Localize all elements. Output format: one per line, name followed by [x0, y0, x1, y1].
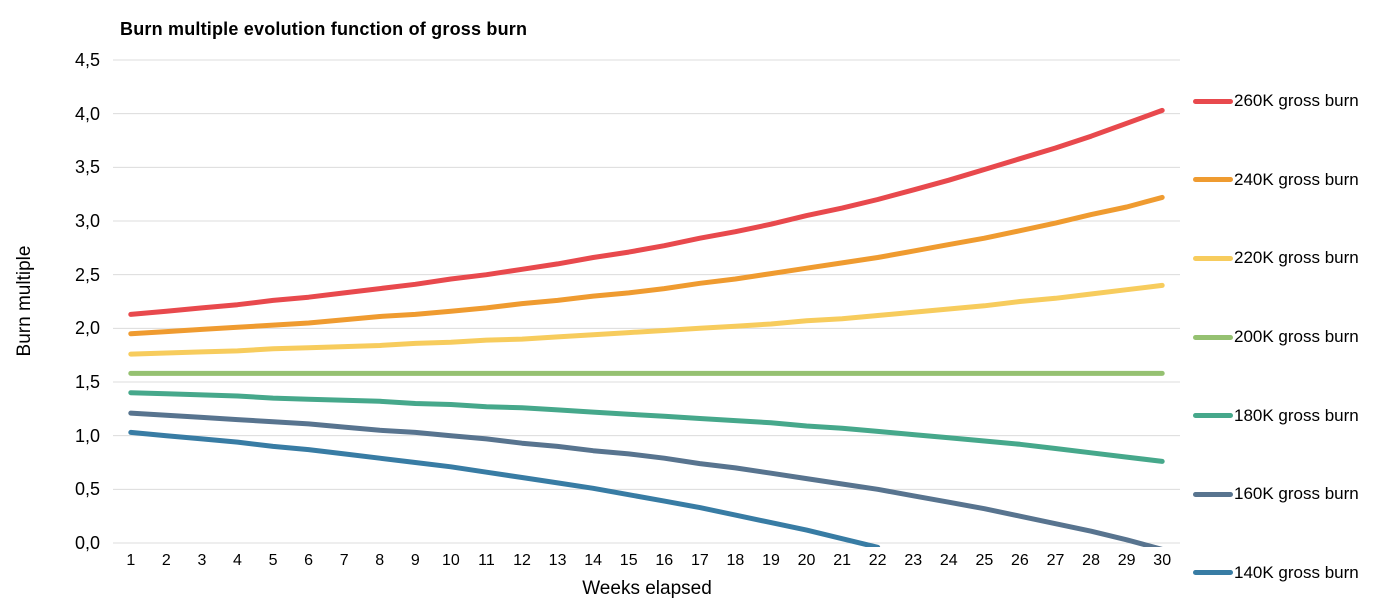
legend-label: 160K gross burn [1234, 484, 1359, 504]
series-line-240k [128, 194, 1165, 337]
y-tick-label: 0,5 [74, 479, 100, 500]
x-tick-label: 18 [726, 552, 745, 569]
y-tick-label: 0,0 [74, 533, 100, 553]
y-tick-label: 3,0 [74, 211, 100, 231]
x-tick-label: 26 [1011, 552, 1029, 569]
x-tick-label: 5 [268, 552, 278, 569]
legend-swatch [1193, 413, 1233, 419]
x-tick-label: 7 [339, 552, 349, 569]
x-tick-label: 29 [1117, 552, 1136, 569]
x-tick-label: 20 [797, 552, 816, 569]
x-tick-label: 30 [1153, 552, 1172, 569]
y-tick-label: 4,5 [74, 50, 100, 70]
x-tick-label: 15 [619, 552, 638, 569]
x-axis-title: Weeks elapsed [582, 578, 712, 599]
x-tick-label: 8 [375, 552, 385, 569]
x-tick-label: 14 [584, 552, 603, 569]
x-tick-label: 6 [304, 552, 314, 569]
x-tick-label: 11 [478, 552, 495, 569]
x-tick-label: 1 [126, 552, 136, 569]
y-tick-label: 2,0 [74, 318, 100, 339]
legend-item: 200K gross burn [1193, 298, 1388, 377]
legend-item: 220K gross burn [1193, 219, 1388, 298]
x-tick-label: 21 [833, 552, 851, 569]
series-line-220k [128, 282, 1165, 357]
legend-item: 140K gross burn [1193, 533, 1388, 612]
x-tick-label: 2 [161, 552, 171, 569]
legend-item: 240K gross burn [1193, 141, 1388, 220]
legend-swatch [1193, 255, 1233, 261]
legend: 260K gross burn 240K gross burn 220K gross… [1193, 62, 1388, 612]
x-tick-label: 22 [868, 552, 887, 569]
y-tick-label: 2,5 [74, 264, 100, 285]
legend-swatch [1193, 177, 1233, 183]
legend-label: 200K gross burn [1234, 327, 1359, 347]
x-tick-label: 16 [655, 552, 674, 569]
y-tick-label: 1,5 [74, 372, 100, 392]
legend-label: 240K gross burn [1234, 169, 1359, 189]
y-axis-title: Burn multiple [14, 245, 35, 357]
legend-swatch [1193, 98, 1233, 104]
series-line-180k [128, 390, 1165, 464]
series-line-140k [128, 429, 881, 547]
legend-item: 260K gross burn [1193, 62, 1388, 141]
legend-swatch [1193, 570, 1233, 576]
y-tick-label: 3,5 [74, 157, 100, 178]
legend-swatch [1193, 334, 1233, 340]
x-tick-label: 25 [975, 552, 994, 569]
legend-item: 160K gross burn [1193, 455, 1388, 534]
series-line-260k [128, 107, 1165, 317]
legend-label: 180K gross burn [1234, 405, 1359, 425]
x-tick-label: 13 [548, 552, 567, 569]
x-tick-label: 28 [1082, 552, 1100, 569]
legend-label: 220K gross burn [1234, 248, 1359, 268]
x-tick-label: 27 [1046, 552, 1065, 569]
x-tick-label: 3 [197, 552, 207, 569]
x-tick-label: 12 [513, 552, 531, 569]
chart-title: Burn multiple evolution function of gros… [120, 19, 528, 39]
series-line-160k [128, 410, 1163, 547]
y-tick-label: 4,0 [74, 103, 100, 124]
x-tick-label: 17 [690, 552, 709, 569]
x-tick-label: 9 [410, 552, 420, 569]
legend-label: 140K gross burn [1234, 562, 1359, 582]
legend-label: 260K gross burn [1234, 91, 1359, 111]
legend-item: 180K gross burn [1193, 376, 1388, 455]
x-tick-label: 23 [904, 552, 923, 569]
y-tick-label: 1,0 [74, 425, 100, 446]
x-tick-label: 24 [939, 552, 958, 569]
x-tick-label: 10 [441, 552, 460, 569]
x-tick-label: 4 [233, 552, 242, 569]
legend-swatch [1193, 491, 1233, 497]
x-tick-label: 19 [762, 552, 780, 569]
